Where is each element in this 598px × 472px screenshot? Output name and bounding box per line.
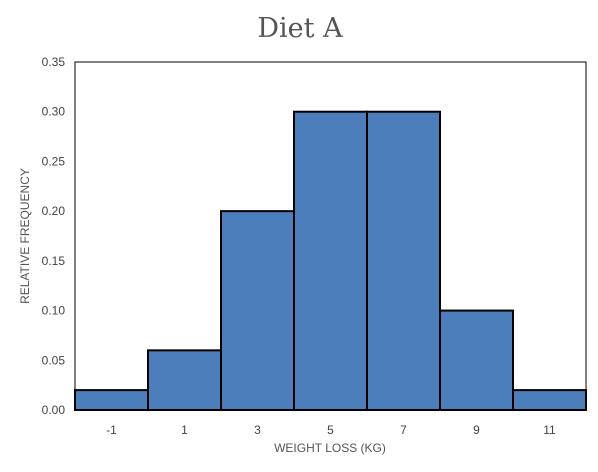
x-tick-label: 5 (327, 423, 334, 437)
y-axis-label: RELATIVE FREQUENCY (18, 168, 32, 304)
x-tick-label: 9 (473, 423, 480, 437)
plot-frame (74, 61, 587, 411)
bar-11 (512, 389, 587, 412)
x-tick-label: 11 (543, 423, 556, 437)
bar--1 (74, 389, 149, 412)
y-tick-label: 0.15 (42, 254, 66, 268)
x-tick-label: 7 (400, 423, 407, 437)
y-tick-label: 0.10 (42, 304, 66, 318)
y-tick-label: 0.00 (42, 403, 66, 417)
y-tick-label: 0.05 (42, 353, 66, 367)
x-tick-label: 1 (181, 423, 188, 437)
y-tick-label: 0.20 (42, 204, 66, 218)
y-axis-ticks: 0.00 0.05 0.10 0.15 0.20 0.25 0.30 0.35 (42, 55, 66, 417)
y-tick-label: 0.35 (42, 55, 66, 69)
bar-9 (439, 309, 514, 412)
y-tick-label: 0.30 (42, 105, 66, 119)
bars-group (74, 110, 587, 412)
x-axis-ticks: -1 1 3 5 7 9 11 (106, 423, 556, 437)
chart-title: Diet A (257, 13, 343, 44)
y-tick-label: 0.25 (42, 154, 66, 168)
bar-1 (147, 349, 222, 412)
bar-7 (366, 110, 441, 411)
bar-5 (293, 110, 368, 411)
x-tick-label: -1 (106, 423, 117, 437)
x-tick-label: 3 (254, 423, 261, 437)
bar-3 (220, 210, 295, 411)
x-axis-label: WEIGHT LOSS (KG) (274, 441, 386, 455)
